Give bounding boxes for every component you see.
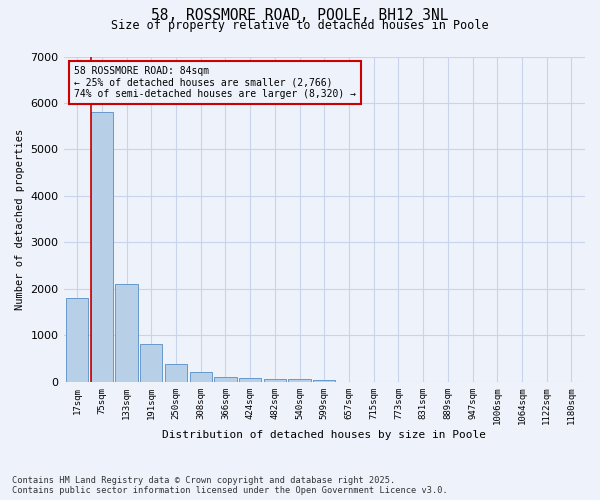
Text: 58 ROSSMORE ROAD: 84sqm
← 25% of detached houses are smaller (2,766)
74% of semi: 58 ROSSMORE ROAD: 84sqm ← 25% of detache… <box>74 66 356 100</box>
Bar <box>66 298 88 382</box>
Y-axis label: Number of detached properties: Number of detached properties <box>15 128 25 310</box>
Bar <box>313 380 335 382</box>
Bar <box>165 364 187 382</box>
Bar <box>289 380 311 382</box>
Bar <box>91 112 113 382</box>
Text: Contains HM Land Registry data © Crown copyright and database right 2025.
Contai: Contains HM Land Registry data © Crown c… <box>12 476 448 495</box>
Bar <box>190 372 212 382</box>
Bar <box>264 378 286 382</box>
Text: 58, ROSSMORE ROAD, POOLE, BH12 3NL: 58, ROSSMORE ROAD, POOLE, BH12 3NL <box>151 8 449 22</box>
X-axis label: Distribution of detached houses by size in Poole: Distribution of detached houses by size … <box>162 430 486 440</box>
Bar <box>239 378 261 382</box>
Text: Size of property relative to detached houses in Poole: Size of property relative to detached ho… <box>111 19 489 32</box>
Bar <box>214 377 236 382</box>
Bar <box>115 284 137 382</box>
Bar <box>140 344 163 382</box>
